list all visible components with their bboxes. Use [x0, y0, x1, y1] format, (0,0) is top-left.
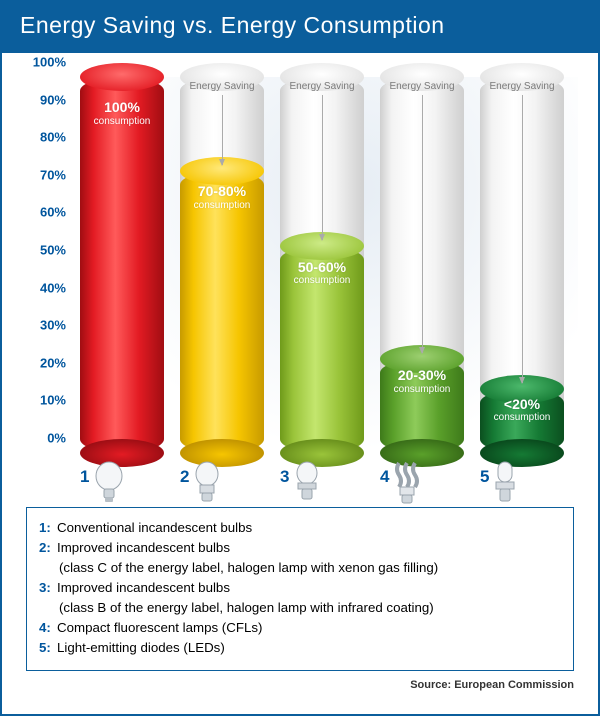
legend-text: Conventional incandescent bulbs [57, 520, 252, 535]
saving-arrow-icon [322, 95, 323, 240]
bar-fill [80, 77, 164, 453]
bulb-icon-3 [290, 459, 324, 510]
bar-value: 100% [104, 99, 140, 115]
y-tick: 80% [40, 130, 66, 145]
bar-label: 70-80%consumption [180, 183, 264, 211]
legend-num: 1: [39, 518, 57, 538]
x-item-4: 4 [380, 459, 464, 512]
bar-label: 100%consumption [80, 99, 164, 127]
y-tick: 10% [40, 393, 66, 408]
y-axis: 0%10%20%30%40%50%60%70%80%90%100% [22, 77, 70, 453]
saving-label: Energy Saving [380, 81, 464, 92]
bar-3: 50-60%consumption Energy Saving [280, 77, 364, 453]
source-text: Source: European Commission [2, 679, 574, 691]
y-tick: 40% [40, 280, 66, 295]
x-axis: 1 2 3 4 5 [74, 457, 578, 501]
y-tick: 50% [40, 243, 66, 258]
x-item-2: 2 [180, 459, 264, 510]
y-tick: 60% [40, 205, 66, 220]
x-number: 4 [380, 467, 389, 487]
legend-row-3: 3:Improved incandescent bulbs (class B of… [39, 578, 561, 618]
legend-text: Compact fluorescent lamps (CFLs) [57, 620, 262, 635]
bar-sublabel: consumption [80, 116, 164, 128]
bar-4: 20-30%consumption Energy Saving [380, 77, 464, 453]
legend-row-4: 4:Compact fluorescent lamps (CFLs) [39, 618, 561, 638]
x-item-5: 5 [480, 459, 564, 512]
y-tick: 90% [40, 92, 66, 107]
bulb-icon-5 [490, 459, 520, 512]
bar-label: <20%consumption [480, 396, 564, 424]
bar-value: <20% [504, 396, 540, 412]
legend-box: 1:Conventional incandescent bulbs2:Impro… [26, 507, 574, 671]
saving-arrow-icon [222, 95, 223, 165]
x-item-3: 3 [280, 459, 364, 510]
legend-num: 5: [39, 638, 57, 658]
bar-value: 20-30% [398, 367, 446, 383]
saving-label: Energy Saving [480, 81, 564, 92]
legend-text: Light-emitting diodes (LEDs) [57, 640, 225, 655]
bar-label: 20-30%consumption [380, 367, 464, 395]
legend-num: 2: [39, 538, 57, 558]
bar-5: <20%consumption Energy Saving [480, 77, 564, 453]
infographic-frame: Energy Saving vs. Energy Consumption 0% 1… [0, 0, 600, 716]
page-title: Energy Saving vs. Energy Consumption [20, 12, 445, 38]
legend-row-5: 5:Light-emitting diodes (LEDs) [39, 638, 561, 658]
y-tick: 70% [40, 167, 66, 182]
bar-label: 50-60%consumption [280, 259, 364, 287]
legend-row-1: 1:Conventional incandescent bulbs [39, 518, 561, 538]
y-tick: 100% [33, 55, 66, 70]
plot-area: 100%consumption70-80%consumptionEnergy S… [74, 77, 578, 453]
bar-sublabel: consumption [380, 384, 464, 396]
bar-fill [180, 171, 264, 453]
x-item-1: 1 [80, 459, 164, 510]
saving-label: Energy Saving [280, 81, 364, 92]
bar-1: 100%consumption [80, 77, 164, 453]
x-number: 2 [180, 467, 189, 487]
x-number: 3 [280, 467, 289, 487]
bar-sublabel: consumption [480, 412, 564, 424]
x-number: 5 [480, 467, 489, 487]
legend-text: Improved incandescent bulbs [57, 580, 230, 595]
legend-subtext: (class C of the energy label, halogen la… [59, 558, 561, 578]
bar-value: 70-80% [198, 183, 246, 199]
title-bar: Energy Saving vs. Energy Consumption [2, 2, 598, 53]
saving-label: Energy Saving [180, 81, 264, 92]
y-tick: 20% [40, 355, 66, 370]
legend-subtext: (class B of the energy label, halogen la… [59, 598, 561, 618]
bar-sublabel: consumption [280, 275, 364, 287]
y-tick: 0% [47, 431, 66, 446]
chart-region: 0% 10% 20% 30% 40% 50% 60% 70% 80% 90% 100% 100%co… [22, 69, 578, 501]
bulb-icon-4 [390, 459, 424, 512]
bulb-icon-1 [90, 459, 128, 510]
bulb-icon-2 [190, 459, 224, 510]
y-tick: 30% [40, 318, 66, 333]
legend-text: Improved incandescent bulbs [57, 540, 230, 555]
bar-2: 70-80%consumption Energy Saving [180, 77, 264, 453]
x-number: 1 [80, 467, 89, 487]
saving-arrow-icon [522, 95, 523, 383]
legend-num: 4: [39, 618, 57, 638]
saving-arrow-icon [422, 95, 423, 353]
legend-row-2: 2:Improved incandescent bulbs (class C of… [39, 538, 561, 578]
bar-value: 50-60% [298, 259, 346, 275]
legend-num: 3: [39, 578, 57, 598]
bar-sublabel: consumption [180, 200, 264, 212]
